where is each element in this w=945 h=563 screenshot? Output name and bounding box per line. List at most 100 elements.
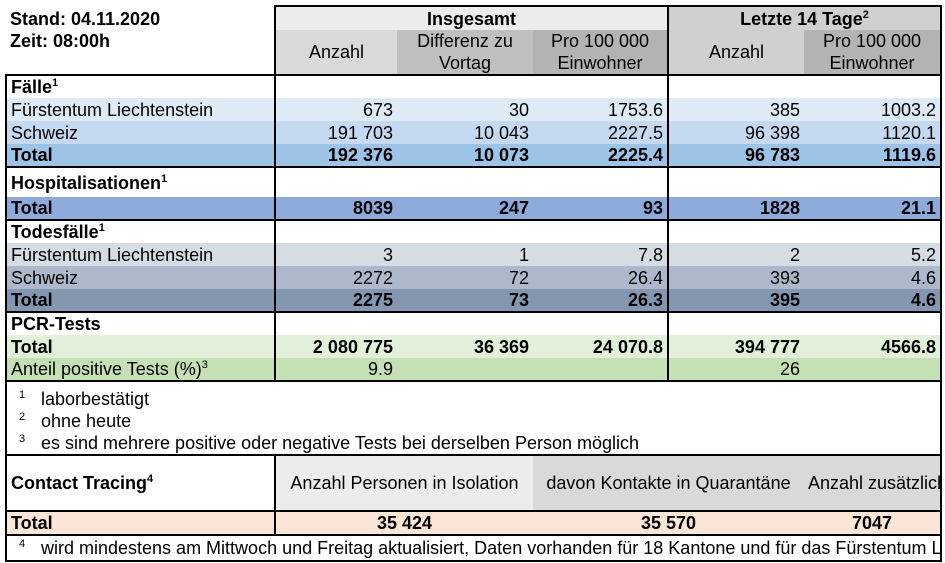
cell-value: 1753.6 — [607, 99, 663, 120]
tod-title-text: Todesfälle — [11, 222, 99, 242]
cell-value: 673 — [274, 98, 397, 121]
footnote-text: ohne heute — [41, 411, 132, 431]
cell-value: 393 — [667, 266, 804, 289]
footnote-text: es sind mehrere positive oder negative T… — [41, 433, 639, 453]
cell-value: 385 — [667, 98, 804, 121]
contact-sup: 4 — [147, 473, 154, 485]
cell-value: 395 — [667, 289, 804, 312]
positiv-label: Anteil positive Tests (%) — [11, 359, 202, 379]
cell-value: 26.3 — [627, 290, 663, 310]
footnote-text: wird mindestens am Mittwoch und Freitag … — [41, 538, 941, 558]
letzte14-sup: 2 — [862, 8, 869, 21]
table-row: Fürstentum Liechtenstein 3 1 7.8 2 5.2 — [5, 243, 942, 266]
footnote-num: 2 — [19, 411, 26, 423]
cell-value: 1 — [518, 244, 529, 265]
footnote-item: 3 es sind mehrere positive oder negative … — [19, 432, 936, 454]
row-label: Total — [5, 335, 275, 358]
cell-value: 21.1 — [804, 197, 942, 220]
cell-value: 2275 — [274, 289, 397, 312]
footnote-num: 3 — [19, 433, 26, 445]
table-row-total: Total 192 376 10 073 2225.4 96 783 1119.… — [5, 144, 942, 167]
cell-value: 24 070.8 — [592, 336, 663, 357]
hosp-title-text: Hospitalisationen — [11, 172, 162, 193]
cell-value: 35 424 — [274, 510, 533, 535]
col-anzahl: Anzahl — [274, 30, 397, 75]
row-label: Schweiz — [5, 121, 275, 144]
table-row: Schweiz 2272 72 26.4 393 4.6 — [5, 266, 942, 289]
covid-statistics-table: Stand: 04.11.2020 Zeit: 08:00h Insgesamt… — [5, 5, 942, 562]
cell-value: 8039 — [274, 197, 397, 220]
cell-value: 26.4 — [627, 267, 663, 288]
footnotes-block: 1 laborbestätigt 2 ohne heute 3 es sind meh… — [5, 380, 942, 455]
col-pro100k14: Pro 100 000 Einwohner — [804, 30, 942, 75]
contact-col-isolation: Anzahl Personen in Isolation — [274, 454, 533, 511]
cell-value: 93 — [642, 198, 663, 218]
cell-value: 10 043 — [473, 122, 529, 143]
contact-title-text: Contact Tracing — [11, 473, 148, 493]
cell-value: 1120.1 — [804, 121, 942, 144]
row-label: Total — [5, 144, 275, 167]
contact-col-risikolaender: Anzahl zusätzlicher Personen in Quarantä… — [804, 454, 942, 511]
stand-time: Zeit: 08:00h — [10, 31, 111, 51]
cell-value: 1003.2 — [804, 98, 942, 121]
row-label: Total — [5, 510, 275, 535]
tod-sup: 1 — [98, 222, 105, 234]
cell-value: 4.6 — [804, 266, 942, 289]
cell-value: 96 398 — [667, 121, 804, 144]
cell-value: 73 — [508, 290, 529, 310]
cell-value: 35 570 — [533, 510, 804, 535]
cell-value: 2272 — [274, 266, 397, 289]
footnote-item: 2 ohne heute — [19, 410, 936, 432]
tod-title: Todesfälle1 — [5, 219, 275, 243]
cell-value: 191 703 — [274, 121, 397, 144]
faelle-title-text: Fälle — [11, 77, 53, 97]
footnote4-block: 4 wird mindestens am Mittwoch und Freitag… — [5, 534, 942, 562]
faelle-title: Fälle1 — [5, 74, 275, 98]
cell-value: 1119.6 — [804, 144, 942, 167]
row-label: Fürstentum Liechtenstein — [5, 243, 275, 266]
pcr-title: PCR-Tests — [5, 311, 275, 335]
cell-value: 2 080 775 — [274, 335, 397, 358]
cell-value: 7.8 — [637, 244, 663, 265]
cell-value: 30 — [508, 99, 529, 120]
table-row: Schweiz 191 703 10 043 2227.5 96 398 112… — [5, 121, 942, 144]
row-label: Total — [5, 197, 275, 220]
cell-value: 10 073 — [473, 145, 529, 165]
cell-value: 26 — [667, 358, 804, 381]
contact-col-quarantaene: davon Kontakte in Quarantäne — [533, 454, 804, 511]
cell-value: 36 369 — [473, 336, 529, 357]
cell-value: 4566.8 — [804, 335, 942, 358]
footnote-num: 4 — [19, 538, 26, 550]
row-label: Fürstentum Liechtenstein — [5, 98, 275, 121]
table-row-total: Total 35 424 35 570 7047 — [5, 510, 942, 535]
hosp-sup: 1 — [161, 172, 168, 185]
cell-value: 2 — [667, 243, 804, 266]
row-label: Total — [5, 289, 275, 312]
hosp-title: Hospitalisationen1 — [5, 166, 275, 197]
col-anzahl14: Anzahl — [667, 30, 804, 75]
insgesamt-header: Insgesamt — [274, 5, 668, 30]
table-row: Anteil positive Tests (%)3 9.9 26 — [5, 358, 942, 381]
footnote-item: 1 laborbestätigt — [19, 388, 936, 410]
row-label: Schweiz — [5, 266, 275, 289]
cell-value: 96 783 — [667, 144, 804, 167]
stand-date: Stand: 04.11.2020 — [10, 9, 161, 29]
footnote-num: 1 — [19, 389, 26, 401]
cell-value: 7047 — [804, 510, 942, 535]
letzte14-label: Letzte 14 Tage — [740, 8, 863, 29]
cell-value: 4.6 — [804, 289, 942, 312]
cell-value: 2225.4 — [607, 145, 663, 165]
cell-value: 247 — [498, 198, 529, 218]
col-differenz: Differenz zu Vortag — [397, 30, 533, 75]
cell-value: 192 376 — [274, 144, 397, 167]
header-stand-zeit: Stand: 04.11.2020 Zeit: 08:00h — [6, 6, 275, 75]
row-label: Anteil positive Tests (%)3 — [5, 358, 275, 381]
cell-value: 9.9 — [274, 358, 397, 381]
letzte14-header: Letzte 14 Tage2 — [667, 5, 942, 30]
table-row-total: Total 8039 247 93 1828 21.1 — [5, 197, 942, 220]
faelle-sup: 1 — [52, 77, 59, 89]
positiv-sup: 3 — [201, 359, 208, 371]
col-pro100k: Pro 100 000 Einwohner — [533, 30, 668, 75]
table-row-total: Total 2 080 775 36 369 24 070.8 394 777 … — [5, 335, 942, 358]
